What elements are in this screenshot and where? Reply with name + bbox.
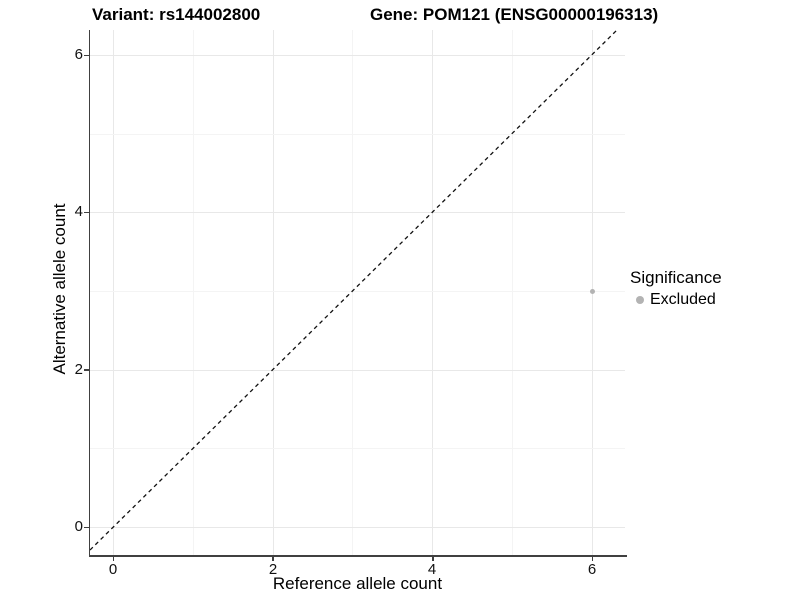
y-tick-label-4: 4 (74, 203, 83, 220)
x-tick-label-6: 6 (587, 561, 597, 578)
gridline-x0 (113, 30, 114, 555)
data-point-excluded (590, 289, 595, 294)
x-tick-mark-0 (112, 556, 114, 561)
legend-key-dot (636, 296, 644, 304)
x-tick-label-0: 0 (108, 561, 118, 578)
y-tick-mark-6 (84, 54, 89, 56)
legend-item-excluded: Excluded (630, 291, 722, 309)
y-tick-label-0: 0 (74, 518, 83, 535)
x-tick-mark-2 (272, 556, 274, 561)
gridline-y5 (90, 134, 625, 135)
gridline-y1 (90, 448, 625, 449)
gridline-x5 (512, 30, 513, 555)
plot-title-gene: Gene: POM121 (ENSG00000196313) (370, 5, 659, 24)
legend: Significance Excluded (630, 268, 722, 309)
legend-title: Significance (630, 268, 722, 287)
y-tick-mark-4 (84, 211, 89, 213)
gridline-y3 (90, 291, 625, 292)
x-axis-line (88, 555, 627, 557)
x-tick-mark-6 (591, 556, 593, 561)
gridline-y0 (90, 527, 625, 528)
y-axis-title: Alternative allele count (50, 203, 69, 375)
plot-panel (90, 30, 625, 555)
gridline-x2 (273, 30, 274, 555)
x-tick-label-4: 4 (427, 561, 437, 578)
y-axis-line (88, 30, 90, 557)
x-tick-mark-4 (432, 556, 434, 561)
gridline-y6 (90, 55, 625, 56)
gridline-x4 (432, 30, 433, 555)
plot-title-variant: Variant: rs144002800 (92, 5, 261, 24)
y-tick-mark-2 (84, 369, 89, 371)
gridline-x3 (352, 30, 353, 555)
y-tick-mark-0 (84, 526, 89, 528)
y-tick-label-2: 2 (74, 361, 83, 378)
identity-line (90, 30, 618, 551)
gridline-y2 (90, 370, 625, 371)
gridline-y4 (90, 212, 625, 213)
x-tick-label-2: 2 (268, 561, 278, 578)
x-axis-title: Reference allele count (272, 574, 443, 593)
legend-item-label: Excluded (650, 291, 716, 308)
y-tick-label-6: 6 (74, 46, 83, 63)
gridline-x1 (193, 30, 194, 555)
